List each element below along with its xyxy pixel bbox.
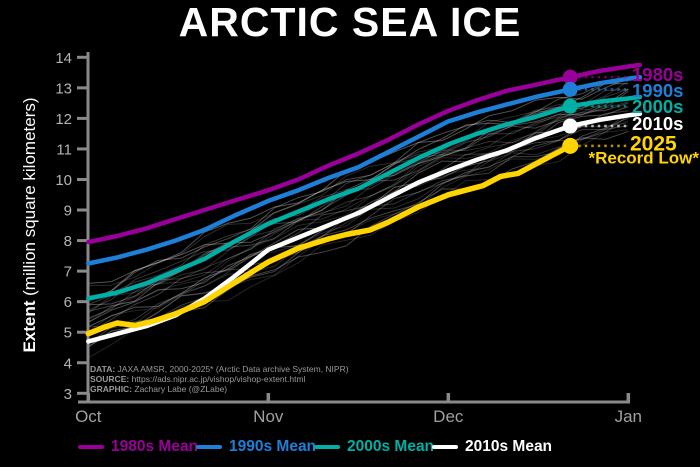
current-date-dots [562, 69, 579, 154]
current-dot-2025 [562, 137, 579, 154]
y-tick-label: 7 [64, 264, 72, 281]
year-line [88, 80, 629, 287]
series-lines [85, 62, 643, 344]
legend-label-1980s: 1980s Mean [111, 438, 199, 456]
attribution-graphic-label: GRAPHIC: [90, 384, 133, 394]
year-line [88, 83, 629, 302]
year-line [88, 102, 629, 320]
y-axis-label-bold: Extent [20, 300, 39, 353]
record-low-annotation: *Record Low* [588, 148, 699, 167]
x-tick-label: Nov [253, 407, 284, 426]
leader-lines [578, 75, 630, 148]
y-tick-label: 13 [55, 80, 72, 97]
y-tick-label: 4 [64, 355, 72, 372]
year-line [88, 102, 629, 324]
y-axis-label: Extent (million square kilometers) [20, 97, 40, 352]
legend-item-2000s: 2000s Mean [314, 437, 434, 457]
attribution-data-text: JAXA AMSR, 2000-2025* (Arctic Data archi… [115, 364, 349, 374]
axes: 3 4 5 6 7 8 9 10 11 12 13 14 Oct Nov Dec Jan [55, 50, 642, 426]
year-line [88, 115, 629, 335]
year-line [88, 101, 629, 314]
legend-label-2010s: 2010s Mean [465, 438, 553, 456]
attribution-graphic-text: Zachary Labe (@ZLabe) [132, 384, 228, 394]
y-axis-label-rest: (million square kilometers) [20, 97, 39, 301]
legend-label-2000s: 2000s Mean [347, 438, 435, 456]
year-line [88, 88, 629, 297]
legend-swatch-2010s [432, 444, 458, 450]
series-label-1990s: 1990s [632, 79, 684, 101]
legend-swatch-1990s [196, 444, 222, 450]
current-dot-2010s-mean [562, 118, 578, 134]
attribution-graphic-line: GRAPHIC: Zachary Labe (@ZLabe) [90, 384, 349, 394]
attribution-source-text: https://ads.nipr.ac.jp/vishop/vishop-ext… [129, 374, 306, 384]
y-tick-label: 11 [56, 141, 72, 158]
y-tick-label: 3 [64, 386, 72, 403]
y-tick-label: 5 [64, 325, 72, 342]
year-line [88, 79, 629, 301]
year-line [88, 98, 629, 319]
legend: 1980s Mean 1990s Mean 2000s Mean 2010s M… [0, 437, 700, 459]
series-label-2025: 2025 [630, 132, 677, 156]
year-line [88, 122, 629, 333]
chart-title: ARCTIC SEA ICE [178, 0, 522, 45]
year-line [87, 125, 629, 345]
y-tick-label: 9 [64, 203, 72, 220]
series-label-2000s: 2000s [632, 95, 684, 117]
attribution-data-line: DATA: JAXA AMSR, 2000-2025* (Arctic Data… [90, 364, 349, 374]
y-tick-label: 10 [55, 172, 72, 189]
current-dot-2000s-mean [562, 98, 578, 114]
legend-swatch-1980s [78, 444, 104, 450]
series-label-2010s: 2010s [632, 112, 684, 134]
year-line [88, 120, 629, 343]
series-label-1980s: 1980s [632, 63, 684, 85]
year-line [88, 117, 629, 347]
attribution-source-label: SOURCE: [90, 374, 130, 384]
attribution-block: DATA: JAXA AMSR, 2000-2025* (Arctic Data… [90, 364, 349, 394]
year-line [88, 110, 629, 334]
year-line [88, 88, 629, 306]
legend-item-1990s: 1990s Mean [196, 437, 316, 457]
legend-item-1980s: 1980s Mean [78, 437, 198, 457]
current-dot-1990s-mean [562, 81, 578, 97]
series-line-2025 [85, 143, 573, 337]
y-tick-label: 12 [55, 111, 72, 128]
legend-item-2010s: 2010s Mean [432, 437, 552, 457]
y-tick-label: 14 [55, 50, 72, 67]
x-tick-label: Oct [75, 407, 102, 426]
current-dot-1980s-mean [562, 69, 578, 85]
attribution-data-label: DATA: [90, 364, 116, 374]
attribution-source-line: SOURCE: https://ads.nipr.ac.jp/vishop/vi… [90, 374, 349, 384]
legend-swatch-2000s [314, 444, 340, 450]
y-tick-label: 6 [64, 294, 72, 311]
x-tick-label: Jan [615, 407, 642, 426]
legend-label-1990s: 1990s Mean [229, 438, 317, 456]
y-tick-label: 8 [64, 233, 72, 250]
x-tick-label: Dec [433, 407, 464, 426]
